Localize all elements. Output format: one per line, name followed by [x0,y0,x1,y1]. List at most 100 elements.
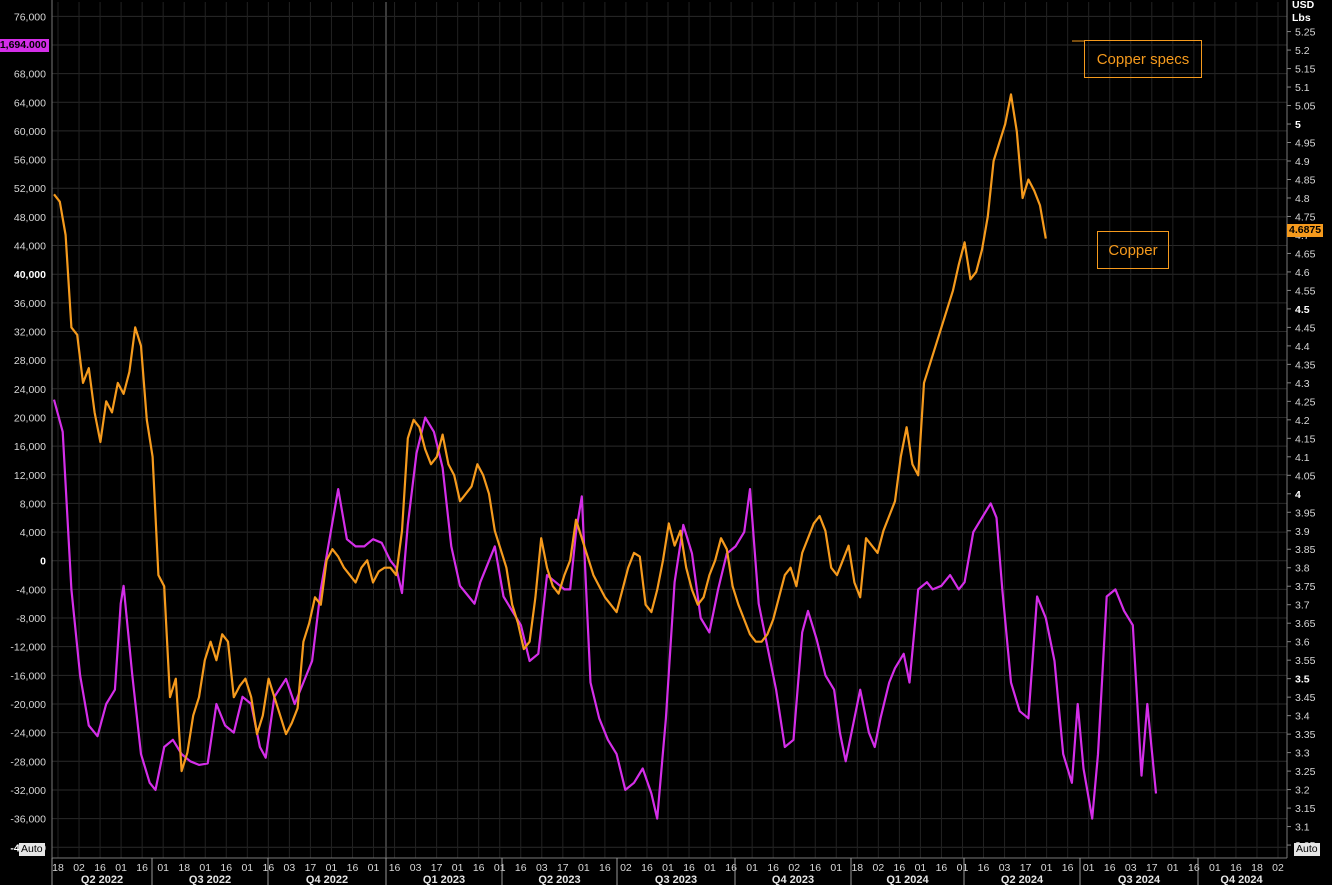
left-tick-label: 24,000 [14,384,46,396]
x-day-tick-label: 17 [557,862,569,874]
right-axis-unit-line2: Lbs [1292,12,1311,24]
x-day-tick-label: 17 [305,862,317,874]
right-tick-label: 4 [1295,489,1301,501]
x-day-tick-label: 01 [662,862,674,874]
left-tick-label: 16,000 [14,441,46,453]
x-axis: 18 02 16 01 16 01 18 01 16 01 16 03 17 01 16 01 16 03 17 01… [51,858,1284,885]
x-day-tick-label: 16 [473,862,485,874]
x-day-tick-label: 01 [115,862,127,874]
right-tick-label: 4.75 [1295,211,1316,223]
left-tick-label: 48,000 [14,212,46,224]
x-day-tick-label: 16 [1062,862,1074,874]
right-tick-label: 3.7 [1295,600,1310,612]
x-day-tick-label: 18 [851,862,863,874]
quarter-label: Q1 2023 [423,874,465,885]
x-day-tick-label: 16 [599,862,611,874]
x-day-tick-label: 01 [1209,862,1221,874]
x-day-tick-label: 01 [578,862,590,874]
x-day-tick-label: 18 [52,862,64,874]
series-line-copper-specs [52,399,1158,820]
x-day-tick-label: 16 [389,862,401,874]
x-day-tick-label: 01 [157,862,169,874]
right-tick-label: 3.6 [1295,637,1310,649]
right-tick-label: 3.85 [1295,544,1316,556]
left-tick-label: 4,000 [20,527,46,539]
right-tick-label: 3.75 [1295,581,1316,593]
x-day-tick-label: 16 [683,862,695,874]
left-tick-label: 20,000 [14,412,46,424]
right-tick-label: 5.2 [1295,45,1310,57]
copper-specs-last-value: 61,694.000 [0,39,49,52]
right-tick-label: 4.1 [1295,452,1310,464]
right-tick-label: 4.55 [1295,285,1316,297]
right-tick-label: 3.55 [1295,655,1316,667]
x-day-tick-label: 01 [704,862,716,874]
left-tick-label: 64,000 [14,97,46,109]
left-tick-label: 68,000 [14,69,46,81]
x-day-tick-label: 03 [284,862,296,874]
x-day-tick-label: 01 [957,862,969,874]
right-tick-label: 4.25 [1295,396,1316,408]
left-tick-label: 36,000 [14,298,46,310]
x-day-tick-label: 03 [410,862,422,874]
x-day-tick-label: 02 [620,862,632,874]
right-tick-label: 4.2 [1295,415,1310,427]
annotation-copper-specs: Copper specs [1084,40,1202,78]
quarter-label: Q3 2024 [1118,874,1161,885]
left-tick-label: 28,000 [14,355,46,367]
right-tick-label: 3.25 [1295,766,1316,778]
right-tick-label: 4.95 [1295,138,1316,150]
x-day-tick-label: 16 [220,862,232,874]
x-day-tick-label: 01 [915,862,927,874]
right-tick-label: 3.3 [1295,748,1310,760]
x-day-tick-label: 02 [873,862,885,874]
left-tick-label: 56,000 [14,155,46,167]
right-axis-auto-button[interactable]: Auto [1294,843,1320,856]
right-tick-label: 4.85 [1295,174,1316,186]
right-tick-label: 4.45 [1295,322,1316,334]
left-tick-label: -20,000 [10,699,46,711]
x-day-tick-label: 03 [536,862,548,874]
x-day-tick-label: 02 [1272,862,1284,874]
plot-area [52,40,1158,820]
x-day-tick-label: 01 [1167,862,1179,874]
right-tick-label: 3.65 [1295,618,1316,630]
x-day-tick-label: 16 [136,862,148,874]
series-line-copper [53,93,1047,773]
x-day-tick-label: 01 [1083,862,1095,874]
x-day-tick-label: 01 [830,862,842,874]
quarter-label: Q2 2022 [81,874,123,885]
right-tick-label: 4.5 [1295,304,1310,316]
left-tick-label: -12,000 [10,642,46,654]
x-day-tick-label: 16 [94,862,106,874]
left-axis-auto-button[interactable]: Auto [19,843,45,856]
x-day-tick-label: 01 [199,862,211,874]
annotation-copper: Copper [1097,231,1169,269]
left-tick-label: 40,000 [14,269,46,281]
left-tick-label: -28,000 [10,756,46,768]
right-tick-label: 3.95 [1295,507,1316,519]
x-day-tick-label: 16 [641,862,653,874]
x-day-tick-label: 03 [999,862,1011,874]
right-tick-label: 3.8 [1295,563,1310,575]
left-tick-label: -16,000 [10,670,46,682]
x-day-tick-label: 16 [1104,862,1116,874]
right-tick-label: 3.4 [1295,711,1310,723]
x-day-tick-label: 17 [431,862,443,874]
x-day-tick-label: 16 [515,862,527,874]
right-tick-label: 5.05 [1295,101,1316,113]
right-tick-label: 4.9 [1295,156,1310,168]
x-day-tick-label: 01 [452,862,464,874]
quarter-label: Q4 2023 [772,874,814,885]
left-tick-label: 32,000 [14,327,46,339]
right-tick-label: 4.4 [1295,341,1310,353]
x-day-tick-label: 17 [1146,862,1158,874]
left-tick-label: -32,000 [10,785,46,797]
x-day-tick-label: 16 [1188,862,1200,874]
x-day-tick-label: 02 [73,862,85,874]
right-tick-label: 3.2 [1295,785,1310,797]
x-day-tick-label: 16 [347,862,359,874]
right-tick-label: 3.45 [1295,692,1316,704]
x-day-tick-label: 01 [241,862,253,874]
